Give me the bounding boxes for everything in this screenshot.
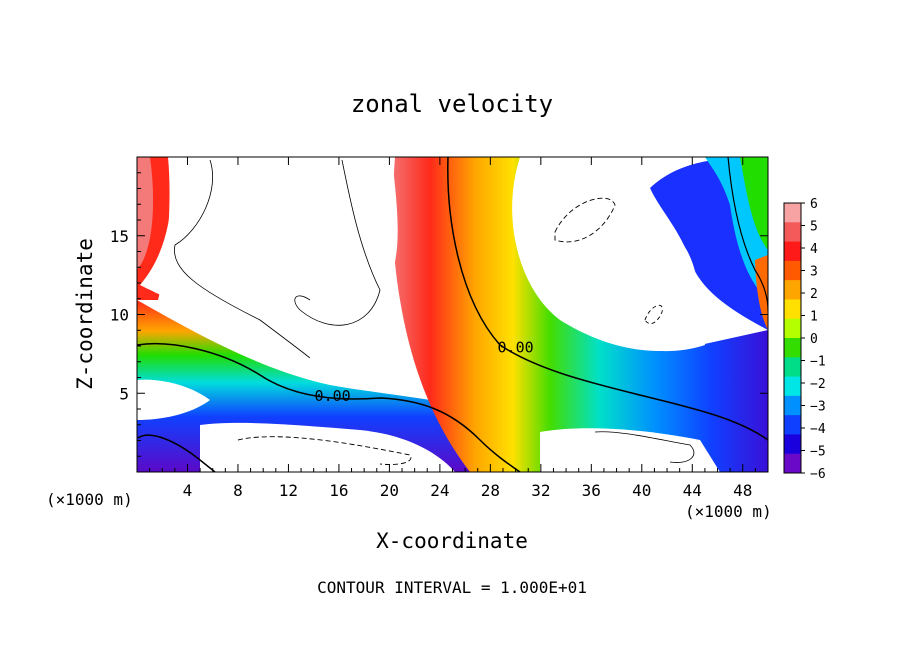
x-tick-label: 28 [481,481,500,500]
colorbar-swatch [784,203,801,223]
colorbar-swatch [784,376,801,397]
plot-field [137,157,768,472]
colorbar-tick-label: −3 [810,400,826,415]
x-tick-label: 4 [183,481,193,500]
colorbar-tick-label: 3 [810,265,818,280]
x-tick-label: 24 [430,481,449,500]
colorbar-swatch [784,222,801,243]
colorbar-swatch [784,280,801,300]
x-tick-label: 32 [531,481,550,500]
colorbar-swatch [784,318,801,339]
contour-labels: 0.00 0.00 [315,338,534,405]
x-tick-label: 12 [279,481,298,500]
colorbar-tick-label: 2 [810,287,818,302]
y-axis-label: Z-coordinate [73,238,97,390]
contour-label: 0.00 [498,338,534,356]
y-axis: 5 10 15 [110,172,768,457]
y-tick-label: 15 [110,227,129,246]
colorbar-tick-label: 0 [810,332,818,347]
colorbar-tick-label: −6 [810,467,826,482]
x-axis-label: X-coordinate [376,529,528,553]
colorbar-swatch [784,453,801,474]
colorbar-swatch [784,415,801,435]
colorbar-tick-label: −1 [810,355,826,370]
colorbar-tick-label: 6 [810,197,818,212]
colorbar-tick-label: −2 [810,377,826,392]
colorbar-swatch [784,338,801,358]
colorbar-swatch [784,395,801,416]
colorbar-tick-label: −4 [810,422,826,437]
colorbar-swatch [784,260,801,281]
x-tick-label: 8 [233,481,243,500]
colorbar-swatch [784,241,801,262]
x-axis: 4 8 12 16 20 24 28 32 36 40 44 48 [149,157,756,500]
colorbar-tick-label: 5 [810,220,818,235]
x-axis-unit: (×1000 m) [46,490,133,509]
x-tick-label: 20 [380,481,399,500]
z-axis-unit: (×1000 m) [685,502,772,521]
y-tick-label: 5 [119,384,129,403]
y-tick-label: 10 [110,306,129,325]
x-tick-label: 36 [582,481,601,500]
colorbar-tick-label: 1 [810,310,818,325]
colorbar: 6 5 4 3 2 1 0 −1 −2 −3 −4 −5 −6 [783,197,826,482]
x-tick-label: 48 [733,481,752,500]
colorbar-swatch [784,357,801,378]
colorbar-tick-label: −5 [810,445,826,460]
colorbar-tick-label: 4 [810,242,818,257]
chart-title: zonal velocity [351,90,553,118]
x-tick-label: 44 [683,481,702,500]
contour-interval-note: CONTOUR INTERVAL = 1.000E+01 [317,578,587,597]
contour-label: 0.00 [315,387,351,405]
colorbar-swatch [784,299,801,320]
colorbar-swatch [784,434,801,455]
x-tick-label: 16 [329,481,348,500]
x-tick-label: 40 [632,481,651,500]
